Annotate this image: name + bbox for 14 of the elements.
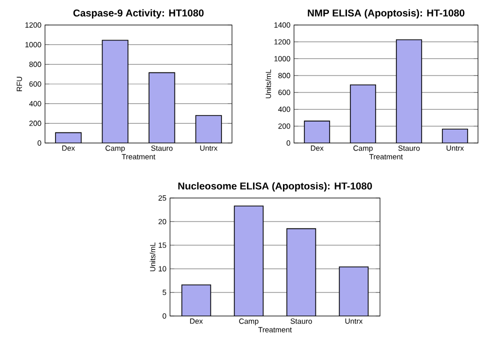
bar [396,39,422,143]
chart-title: NMP ELISA (Apoptosis): HT-1080 [308,9,464,18]
bar [102,40,128,143]
bar [338,266,369,316]
bar [195,115,222,143]
bar [350,84,376,143]
bar [234,206,264,316]
bar [181,284,212,316]
bar [148,72,176,143]
chart-title: Caspase-9 Activity: HT1080 [73,9,204,18]
bar [286,228,316,316]
chart-title: Nucleosome ELISA (Apoptosis): HT-1080 [178,182,372,192]
bar [304,120,330,143]
bar [442,128,468,143]
